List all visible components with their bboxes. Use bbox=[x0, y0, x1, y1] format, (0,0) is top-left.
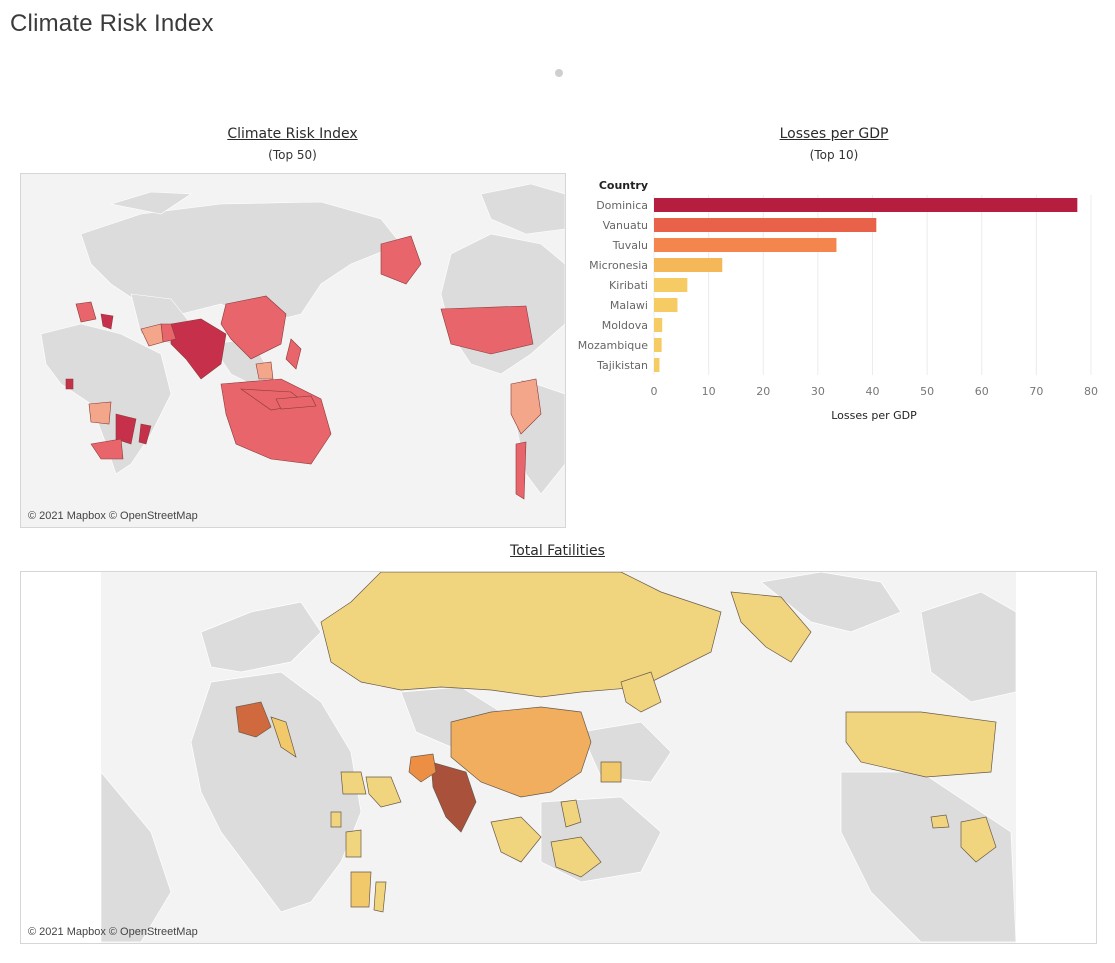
fatalities-map-countries[interactable] bbox=[235, 572, 997, 913]
x-tick-label: 80 bbox=[1084, 385, 1098, 398]
fatalities-map-title: Total Fatilities bbox=[510, 543, 605, 559]
x-tick-label: 70 bbox=[1029, 385, 1043, 398]
category-label[interactable]: Mozambique bbox=[578, 339, 648, 352]
category-label[interactable]: Kiribati bbox=[609, 279, 648, 292]
category-label[interactable]: Vanuatu bbox=[603, 219, 648, 232]
bar-tuvalu[interactable] bbox=[654, 238, 837, 252]
losses-chart-svg: Country Dominica Vanuatu Tuvalu Micronesia K… bbox=[578, 179, 1099, 422]
x-tick-label: 20 bbox=[756, 385, 770, 398]
x-tick-label: 60 bbox=[975, 385, 989, 398]
x-tick-label: 10 bbox=[702, 385, 716, 398]
category-label[interactable]: Malawi bbox=[610, 299, 648, 312]
losses-chart[interactable]: Country Dominica Vanuatu Tuvalu Micronesia K… bbox=[566, 170, 1106, 430]
fatalities-map-land bbox=[100, 572, 1017, 943]
category-label[interactable]: Moldova bbox=[602, 319, 648, 332]
x-tick-label: 0 bbox=[651, 385, 658, 398]
bar-moldova[interactable] bbox=[654, 318, 663, 332]
category-label[interactable]: Tajikistan bbox=[596, 359, 648, 372]
category-label[interactable]: Micronesia bbox=[589, 259, 648, 272]
dashboard-title: Climate Risk Index bbox=[10, 10, 214, 37]
bar-malawi[interactable] bbox=[654, 298, 678, 312]
risk-map-title: Climate Risk Index bbox=[227, 126, 358, 142]
losses-chart-subtitle: (Top 10) bbox=[809, 148, 859, 162]
bar-dominica[interactable] bbox=[654, 198, 1078, 212]
bar-tajikistan[interactable] bbox=[654, 358, 660, 372]
risk-map-countries[interactable] bbox=[65, 235, 542, 500]
bar-micronesia[interactable] bbox=[654, 258, 723, 272]
bar-kiribati[interactable] bbox=[654, 278, 688, 292]
losses-chart-bars bbox=[654, 198, 1078, 372]
page-indicator-dot[interactable] bbox=[555, 69, 563, 77]
fatalities-map-canvas bbox=[21, 572, 1096, 943]
losses-chart-x-axis-label: Losses per GDP bbox=[831, 409, 917, 422]
losses-chart-x-ticks: 0 10 20 30 40 50 60 70 80 bbox=[651, 385, 1099, 398]
bar-vanuatu[interactable] bbox=[654, 218, 877, 232]
risk-map-subtitle: (Top 50) bbox=[268, 148, 317, 162]
fatalities-map-attribution[interactable]: © 2021 Mapbox © OpenStreetMap bbox=[28, 926, 198, 938]
x-tick-label: 30 bbox=[811, 385, 825, 398]
fatalities-map[interactable]: © 2021 Mapbox © OpenStreetMap bbox=[20, 571, 1097, 944]
category-label[interactable]: Dominica bbox=[596, 199, 648, 212]
risk-map-canvas bbox=[21, 174, 565, 527]
losses-chart-category-labels: Dominica Vanuatu Tuvalu Micronesia Kiribati M… bbox=[578, 199, 648, 372]
x-tick-label: 50 bbox=[920, 385, 934, 398]
country-column-header: Country bbox=[599, 179, 648, 192]
category-label[interactable]: Tuvalu bbox=[612, 239, 648, 252]
risk-map[interactable]: © 2021 Mapbox © OpenStreetMap bbox=[20, 173, 566, 528]
risk-map-attribution[interactable]: © 2021 Mapbox © OpenStreetMap bbox=[28, 510, 198, 522]
x-tick-label: 40 bbox=[866, 385, 880, 398]
bar-mozambique[interactable] bbox=[654, 338, 662, 352]
losses-chart-title: Losses per GDP bbox=[779, 126, 889, 142]
